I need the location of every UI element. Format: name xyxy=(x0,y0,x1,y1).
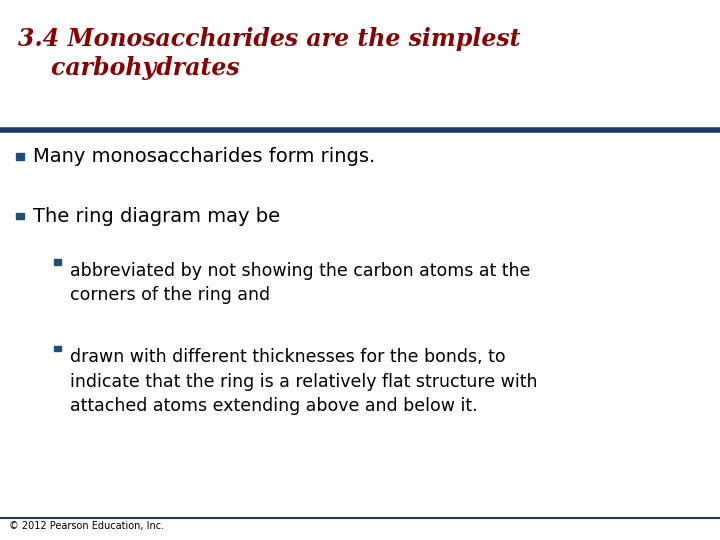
Text: drawn with different thicknesses for the bonds, to
indicate that the ring is a r: drawn with different thicknesses for the… xyxy=(70,348,537,415)
Text: © 2012 Pearson Education, Inc.: © 2012 Pearson Education, Inc. xyxy=(9,521,163,531)
Bar xyxy=(54,259,61,265)
Text: Many monosaccharides form rings.: Many monosaccharides form rings. xyxy=(33,147,375,166)
Bar xyxy=(54,346,61,351)
Text: abbreviated by not showing the carbon atoms at the
corners of the ring and: abbreviated by not showing the carbon at… xyxy=(70,262,530,304)
Text: The ring diagram may be: The ring diagram may be xyxy=(33,206,280,226)
Text: 3.4 Monosaccharides are the simplest
    carbohydrates: 3.4 Monosaccharides are the simplest car… xyxy=(18,27,521,80)
Bar xyxy=(16,153,24,160)
Bar xyxy=(16,213,24,219)
